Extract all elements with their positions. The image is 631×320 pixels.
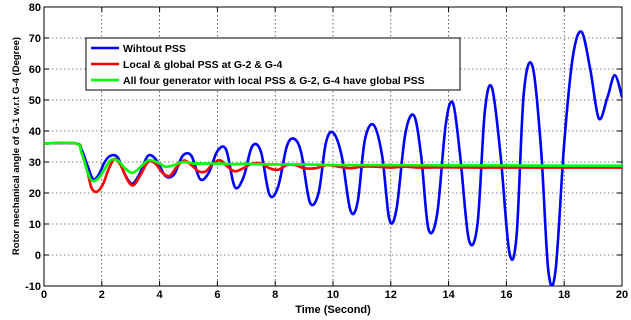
x-tick-label: 12 xyxy=(385,289,397,301)
y-axis-label: Rotor mechanical angle of G-1 w.r.t G-4 … xyxy=(11,37,22,255)
y-tick-label: 70 xyxy=(29,33,41,45)
y-tick-label: 20 xyxy=(29,188,41,200)
y-tick-label: 0 xyxy=(35,250,41,262)
x-tick-label: 18 xyxy=(558,289,570,301)
x-tick-label: 10 xyxy=(327,289,339,301)
x-tick-label: 2 xyxy=(99,289,105,301)
x-tick-label: 20 xyxy=(616,289,628,301)
legend-entry-label: All four generator with local PSS & G-2,… xyxy=(123,75,425,87)
series-line-without-pss xyxy=(44,30,622,286)
y-tick-label: 30 xyxy=(29,157,41,169)
y-tick-label: 50 xyxy=(29,95,41,107)
series-line-all-four-pss xyxy=(44,141,622,183)
legend: Wihtout PSS Local & global PSS at G-2 & G… xyxy=(85,37,461,91)
series-layer xyxy=(44,30,622,286)
y-tick-label: 80 xyxy=(29,2,41,14)
x-axis-label: Time (Second) xyxy=(295,304,371,316)
x-tick-label: 8 xyxy=(272,289,278,301)
x-tick-label: 6 xyxy=(214,289,220,301)
legend-entry-label: Local & global PSS at G-2 & G-4 xyxy=(123,59,282,71)
y-tick-label: 10 xyxy=(29,219,41,231)
legend-entry-label: Wihtout PSS xyxy=(123,43,186,55)
x-tick-label: 16 xyxy=(500,289,512,301)
y-tick-label: 40 xyxy=(29,126,41,138)
y-tick-label: -10 xyxy=(25,281,41,293)
x-tick-label: 0 xyxy=(41,289,47,301)
x-tick-label: 14 xyxy=(442,289,455,301)
legend-box xyxy=(85,37,461,91)
x-tick-label: 4 xyxy=(157,289,164,301)
y-tick-label: 60 xyxy=(29,64,41,76)
